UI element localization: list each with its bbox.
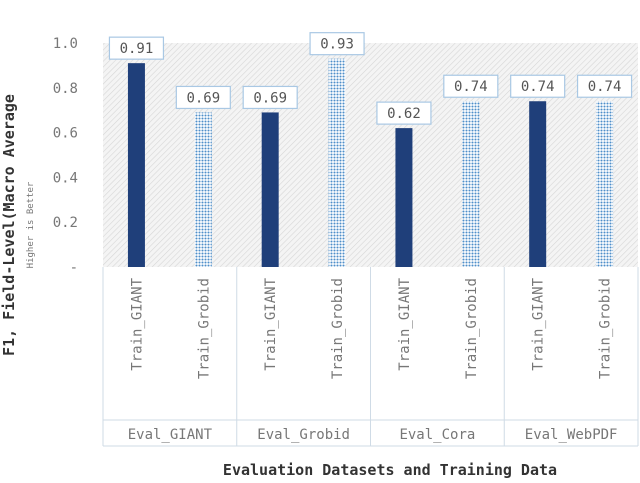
data-label: 0.69 — [186, 90, 220, 106]
data-label: 0.93 — [320, 37, 354, 53]
category-label: Train_GIANT — [129, 277, 145, 370]
data-label: 0.74 — [521, 79, 555, 95]
bar-dotted — [194, 112, 212, 267]
data-label: 0.74 — [588, 79, 622, 95]
y-tick-label: 1.0 — [53, 36, 78, 52]
data-label-box — [242, 85, 298, 110]
group-label: Eval_Cora — [399, 427, 475, 443]
data-label-box — [510, 74, 566, 98]
data-labels: 0.91 0.69 0.69 0.93 0.62 0.74 0.74 0.74 — [108, 32, 633, 125]
category-label: Train_Grobid — [598, 278, 614, 379]
category-label: Train_GIANT — [397, 277, 413, 370]
data-label-box — [309, 32, 365, 56]
y-axis-subtitle: Higher is Better — [26, 181, 36, 268]
data-label: 0.74 — [454, 79, 488, 95]
group-label: Eval_Grobid — [257, 427, 350, 443]
y-tick-label: 0.2 — [53, 215, 78, 231]
category-axis: Eval_GIANT Train_GIANT Train_Grobid Eval_Gr… — [102, 267, 639, 447]
data-label: 0.69 — [253, 90, 287, 106]
bar-solid — [529, 101, 547, 268]
category-label: Train_GIANT — [263, 277, 279, 370]
bar-solid — [395, 128, 413, 267]
y-tick-label: 0.6 — [53, 126, 78, 142]
data-label-box — [576, 74, 633, 98]
bar-solid — [261, 112, 279, 267]
data-label-box — [175, 85, 231, 110]
data-label: 0.91 — [120, 41, 154, 57]
data-label-box — [443, 74, 499, 98]
data-label: 0.62 — [387, 106, 421, 122]
bar-dotted — [462, 101, 480, 268]
category-label: Train_Grobid — [330, 278, 346, 379]
y-axis-title: F1, Field-Level(Macro Average — [0, 94, 18, 356]
data-label-box — [376, 101, 432, 125]
bar-dotted — [328, 58, 346, 268]
y-tick-label: 0.4 — [53, 170, 78, 186]
y-tick-label: 0.8 — [53, 81, 78, 97]
data-label-box — [108, 36, 165, 60]
bar-dotted — [596, 101, 614, 268]
bars — [127, 58, 614, 268]
y-axis: - 0.2 0.4 0.6 0.8 1.0 — [53, 36, 78, 276]
category-label: Train_Grobid — [464, 278, 480, 379]
category-label: Train_Grobid — [196, 278, 212, 379]
group-label: Eval_WebPDF — [525, 427, 618, 443]
x-axis-title: Evaluation Datasets and Training Data — [223, 461, 557, 479]
y-tick-label: - — [70, 260, 78, 276]
category-label: Train_GIANT — [531, 277, 547, 370]
group-label: Eval_GIANT — [128, 427, 213, 443]
bar-solid — [127, 63, 145, 267]
